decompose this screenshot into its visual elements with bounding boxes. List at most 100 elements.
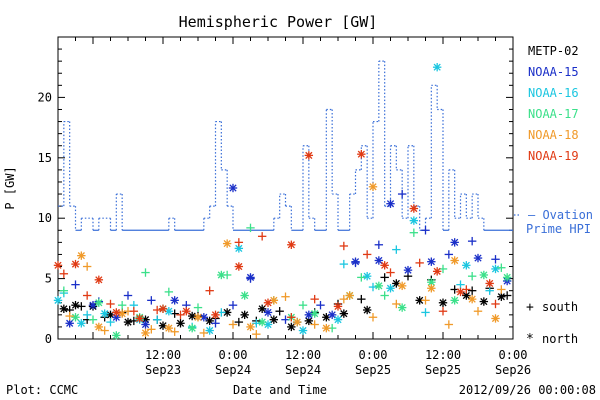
mark-stroke (112, 331, 120, 339)
south-point (252, 319, 261, 328)
ovation-legend-line1: – Ovation (528, 208, 593, 222)
mark-stroke (66, 319, 74, 327)
x-tick-time: 0:00 (219, 348, 248, 362)
mark-stroke (334, 316, 342, 324)
mark-stroke (159, 322, 167, 330)
north-point (409, 216, 419, 225)
south-point (82, 291, 92, 300)
legend-item: NOAA-15 (528, 65, 579, 79)
south-point (193, 303, 203, 312)
north-point (304, 310, 314, 320)
north-point (187, 323, 197, 333)
mark-stroke (235, 262, 243, 271)
south-point (275, 307, 284, 316)
north-point (71, 300, 80, 310)
mark-stroke (171, 296, 179, 304)
marker-legend-label: south (542, 300, 578, 314)
north-point (77, 251, 86, 260)
ovation-layer (58, 60, 513, 231)
south-point (228, 320, 238, 329)
mark-stroke (165, 324, 173, 332)
south-point (316, 300, 325, 310)
y-tick-label: 10 (38, 211, 52, 225)
legend: METP-02 NOAA-15 NOAA-16 NOAA-17 NOAA-18 NOAA-… (514, 44, 593, 347)
north-point (322, 323, 331, 333)
north-point (479, 270, 489, 280)
south-point (409, 228, 419, 237)
mark-stroke (398, 303, 406, 312)
mark-stroke (462, 291, 470, 300)
mark-stroke (322, 324, 330, 332)
mark-stroke (293, 318, 301, 326)
mark-stroke (200, 313, 208, 321)
north-point (94, 275, 104, 285)
north-point (339, 309, 349, 318)
mark-stroke (381, 261, 389, 269)
mark-stroke (369, 183, 377, 191)
south-point (491, 255, 500, 264)
south-point (467, 286, 477, 295)
mark-stroke (311, 310, 319, 318)
south-point (147, 296, 156, 305)
south-point (246, 223, 255, 233)
mark-stroke (375, 282, 383, 290)
north-point (345, 291, 354, 300)
north-point (298, 326, 308, 335)
y-axis: 0 5 10 15 20 (38, 48, 513, 346)
south-point (421, 308, 430, 317)
north-point (193, 313, 203, 322)
south-point (392, 245, 401, 254)
mark-stroke (194, 313, 202, 321)
north-point (222, 239, 232, 248)
mark-stroke (480, 271, 488, 279)
south-point (170, 327, 179, 336)
north-point (479, 297, 489, 306)
mark-stroke (182, 307, 190, 315)
mark-stroke (451, 256, 459, 265)
south-point (123, 291, 133, 300)
south-point (176, 310, 185, 320)
south-point (152, 305, 162, 315)
north-point (246, 273, 255, 282)
south-point (339, 259, 349, 269)
mark-stroke (305, 311, 313, 319)
marker-legend-symbol: * (526, 332, 534, 347)
mark-stroke (305, 317, 313, 325)
south-point (77, 302, 86, 311)
north-point (263, 308, 273, 317)
x-axis: 12:00Sep230:00Sep2412:00Sep240:00Sep2512… (57, 37, 531, 377)
north-point (397, 303, 407, 312)
x-tick-date: Sep24 (285, 363, 321, 377)
mark-stroke (427, 278, 435, 286)
north-point (228, 183, 238, 193)
x-axis-label: Date and Time (233, 383, 327, 397)
x-tick-time: 12:00 (285, 348, 321, 362)
north-point (217, 270, 226, 280)
legend-item: METP-02 (528, 44, 579, 58)
north-point (362, 271, 372, 281)
south-point (339, 294, 349, 304)
south-point (82, 262, 92, 271)
north-point (287, 240, 296, 249)
mark-stroke (480, 297, 488, 306)
mark-stroke (217, 271, 225, 279)
south-point (421, 226, 430, 235)
points-layer (53, 63, 512, 340)
north-point (427, 257, 436, 266)
mark-stroke (491, 314, 500, 323)
south-point (374, 240, 384, 249)
north-point (246, 322, 255, 332)
mark-stroke (299, 326, 307, 335)
north-point (362, 305, 372, 315)
mark-stroke (398, 282, 406, 290)
mark-stroke (118, 310, 126, 318)
mark-stroke (54, 296, 62, 304)
mark-stroke (176, 319, 185, 327)
north-point (357, 149, 366, 159)
south-point (82, 310, 92, 320)
mark-stroke (410, 204, 418, 213)
marker-legend-label: north (542, 332, 578, 346)
north-point (432, 267, 442, 276)
north-point (368, 182, 378, 191)
mark-stroke (392, 279, 400, 288)
